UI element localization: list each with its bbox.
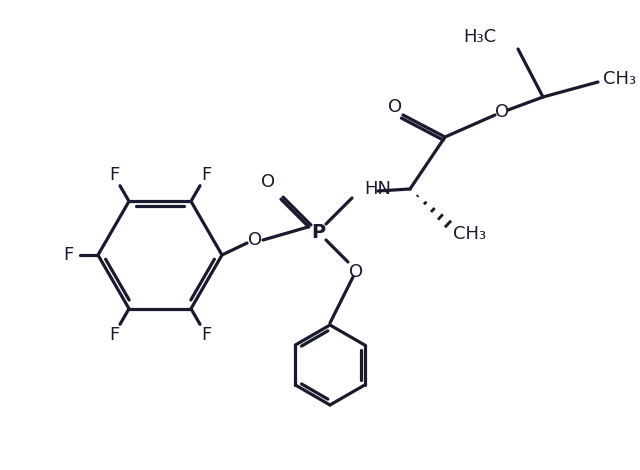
Text: F: F — [109, 326, 119, 344]
Text: O: O — [248, 231, 262, 249]
Text: P: P — [311, 222, 325, 242]
Text: O: O — [388, 98, 402, 116]
Text: O: O — [261, 173, 275, 191]
Text: F: F — [109, 166, 119, 184]
Text: O: O — [495, 103, 509, 121]
Text: H₃C: H₃C — [463, 28, 496, 46]
Text: HN: HN — [364, 180, 391, 198]
Text: F: F — [201, 326, 211, 344]
Text: F: F — [201, 166, 211, 184]
Text: CH₃: CH₃ — [453, 225, 486, 243]
Text: CH₃: CH₃ — [604, 70, 637, 88]
Text: O: O — [349, 263, 363, 281]
Text: F: F — [63, 246, 73, 264]
